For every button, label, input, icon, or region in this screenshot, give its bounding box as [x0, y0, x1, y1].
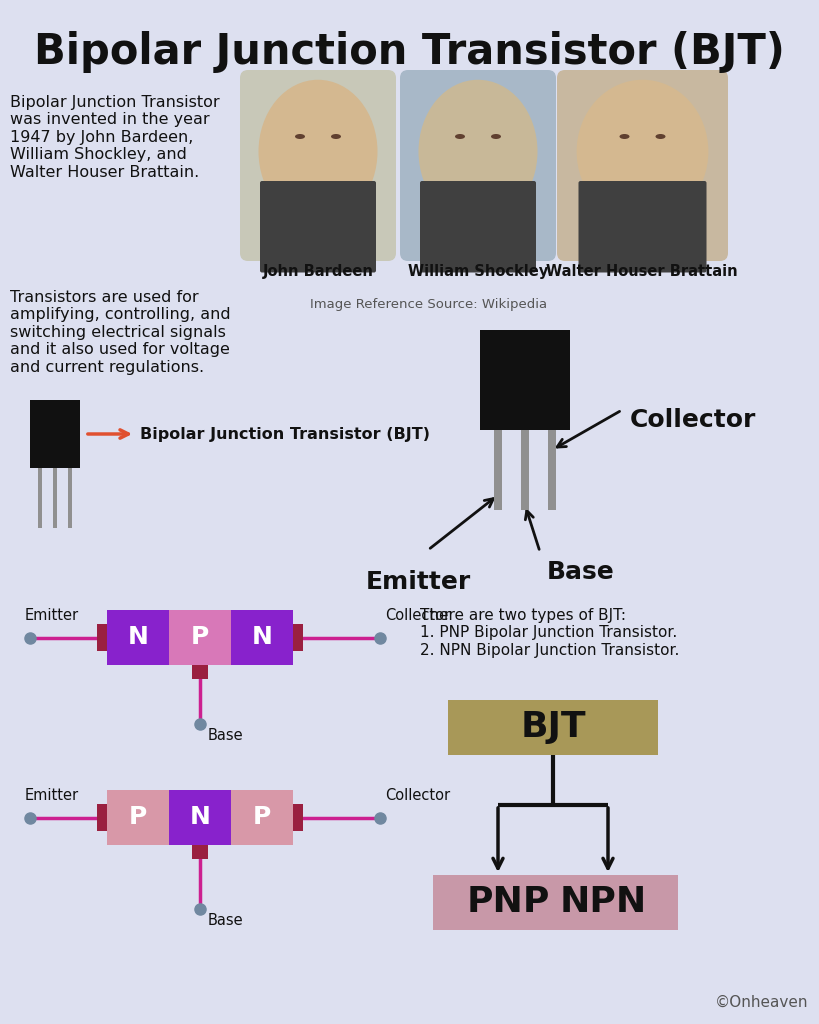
Ellipse shape [577, 80, 708, 223]
FancyBboxPatch shape [578, 181, 707, 272]
Text: P: P [191, 626, 209, 649]
Ellipse shape [419, 80, 537, 223]
Ellipse shape [259, 80, 378, 223]
Text: Walter Houser Brattain: Walter Houser Brattain [546, 264, 738, 279]
Text: N: N [251, 626, 273, 649]
Bar [231, 610, 293, 665]
Text: P: P [253, 806, 271, 829]
FancyBboxPatch shape [240, 70, 396, 261]
Bar [480, 330, 570, 430]
Text: ©Onheaven: ©Onheaven [714, 995, 808, 1010]
Text: P: P [129, 806, 147, 829]
Text: BJT: BJT [520, 711, 586, 744]
Text: William Shockley: William Shockley [408, 264, 548, 279]
Ellipse shape [619, 134, 630, 139]
Bar [97, 804, 107, 831]
Bar [192, 845, 208, 859]
Text: Emitter: Emitter [25, 787, 79, 803]
Bar [548, 430, 556, 510]
Ellipse shape [295, 134, 305, 139]
Ellipse shape [331, 134, 341, 139]
Bar [528, 874, 678, 930]
Text: Image Reference Source: Wikipedia: Image Reference Source: Wikipedia [310, 298, 547, 311]
Text: Collector: Collector [385, 607, 450, 623]
Text: Emitter: Emitter [365, 570, 471, 594]
Bar [448, 700, 658, 755]
Text: Bipolar Junction Transistor (BJT): Bipolar Junction Transistor (BJT) [140, 427, 430, 441]
Text: John Bardeen: John Bardeen [263, 264, 373, 279]
Bar [30, 400, 80, 468]
Text: PNP: PNP [466, 886, 550, 920]
Bar [107, 610, 169, 665]
FancyBboxPatch shape [420, 181, 536, 272]
Bar [169, 610, 231, 665]
Bar [494, 430, 502, 510]
Text: There are two types of BJT:
1. PNP Bipolar Junction Transistor.
2. NPN Bipolar J: There are two types of BJT: 1. PNP Bipol… [420, 608, 680, 657]
Text: N: N [189, 806, 210, 829]
Ellipse shape [455, 134, 465, 139]
Bar [68, 468, 72, 528]
Text: Collector: Collector [630, 408, 757, 432]
Text: N: N [128, 626, 148, 649]
Bar [293, 624, 303, 651]
Text: Transistors are used for
amplifying, controlling, and
switching electrical signa: Transistors are used for amplifying, con… [10, 290, 231, 375]
Bar [97, 624, 107, 651]
Text: Base: Base [208, 728, 243, 743]
Bar [107, 790, 169, 845]
Text: Bipolar Junction Transistor (BJT): Bipolar Junction Transistor (BJT) [34, 31, 785, 73]
Bar [38, 468, 42, 528]
Text: Base: Base [547, 560, 615, 584]
Bar [169, 790, 231, 845]
Bar [433, 874, 583, 930]
FancyBboxPatch shape [400, 70, 556, 261]
Text: Bipolar Junction Transistor
was invented in the year
1947 by John Bardeen,
Willi: Bipolar Junction Transistor was invented… [10, 95, 219, 179]
Text: Emitter: Emitter [25, 607, 79, 623]
Bar [192, 665, 208, 679]
Text: Collector: Collector [385, 787, 450, 803]
Ellipse shape [655, 134, 666, 139]
FancyBboxPatch shape [260, 181, 376, 272]
Bar [293, 804, 303, 831]
Text: NPN: NPN [559, 886, 647, 920]
Bar [231, 790, 293, 845]
Text: Base: Base [208, 913, 243, 928]
FancyBboxPatch shape [557, 70, 728, 261]
Ellipse shape [491, 134, 501, 139]
Bar [521, 430, 529, 510]
Bar [53, 468, 57, 528]
